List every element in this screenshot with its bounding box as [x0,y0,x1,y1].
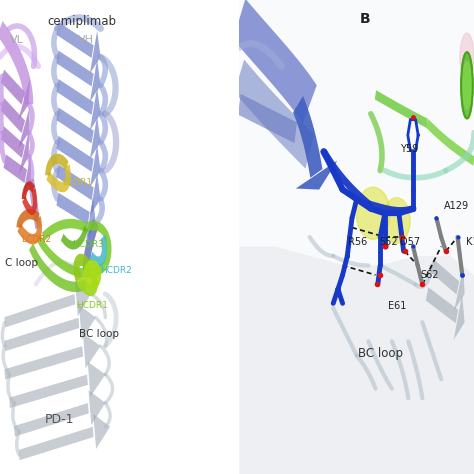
Text: C loop: C loop [5,258,38,268]
Polygon shape [22,188,37,215]
Ellipse shape [84,261,100,289]
Polygon shape [90,235,107,267]
Polygon shape [22,182,35,199]
Polygon shape [14,403,89,437]
Polygon shape [454,294,465,340]
Polygon shape [426,119,474,165]
Text: HCDR2: HCDR2 [100,266,132,274]
Polygon shape [83,219,99,270]
Text: Y59: Y59 [400,144,419,155]
Polygon shape [89,390,105,425]
Text: HCDR3: HCDR3 [72,240,104,248]
Polygon shape [239,246,474,474]
Polygon shape [239,0,474,474]
Text: LCDR1: LCDR1 [62,178,92,187]
Polygon shape [36,234,106,278]
Polygon shape [18,106,30,149]
Ellipse shape [461,52,473,118]
Polygon shape [77,266,98,296]
Ellipse shape [383,198,410,243]
Polygon shape [19,130,29,174]
Polygon shape [0,21,33,104]
Polygon shape [18,216,42,245]
Polygon shape [426,287,458,323]
Polygon shape [17,209,39,228]
Polygon shape [90,31,100,73]
Polygon shape [56,193,90,225]
Ellipse shape [460,33,474,81]
Polygon shape [42,219,87,241]
Polygon shape [19,427,93,460]
Text: BC loop: BC loop [79,329,119,339]
Polygon shape [56,22,94,58]
Polygon shape [4,294,75,328]
Polygon shape [46,164,71,192]
Polygon shape [18,78,30,120]
Text: VL: VL [10,35,24,46]
Polygon shape [79,305,96,340]
Ellipse shape [463,62,471,109]
Text: S52: S52 [380,237,398,247]
Text: VH: VH [78,35,94,46]
Polygon shape [90,116,100,159]
Text: S62: S62 [420,270,438,280]
Polygon shape [93,414,110,449]
Polygon shape [0,70,25,105]
Polygon shape [235,60,314,169]
Text: D57: D57 [400,237,420,247]
Text: BC loop: BC loop [358,346,402,360]
Polygon shape [22,154,31,200]
Text: cemiplimab: cemiplimab [47,15,116,28]
Polygon shape [454,266,465,311]
Polygon shape [75,281,91,316]
Polygon shape [73,254,93,283]
Text: B: B [360,12,371,26]
Polygon shape [233,0,317,123]
Polygon shape [293,96,322,178]
Polygon shape [430,259,459,294]
Polygon shape [86,221,111,269]
Ellipse shape [356,187,390,239]
Text: K1: K1 [466,237,474,247]
Polygon shape [90,88,100,130]
Polygon shape [9,374,88,408]
Polygon shape [86,197,96,240]
Polygon shape [88,362,105,397]
Polygon shape [45,154,69,175]
Polygon shape [56,164,94,200]
Polygon shape [4,318,79,351]
Polygon shape [56,79,94,115]
Polygon shape [28,179,41,229]
Polygon shape [56,51,94,86]
Text: R56: R56 [348,237,367,247]
Text: E61: E61 [388,301,406,311]
Polygon shape [90,173,100,216]
Polygon shape [296,161,337,190]
Text: PD-1: PD-1 [45,413,74,426]
Text: HCDR1: HCDR1 [77,301,109,310]
Text: LCDR2: LCDR2 [21,235,52,244]
Text: A129: A129 [444,201,469,211]
Polygon shape [4,346,83,380]
Polygon shape [83,333,100,368]
Polygon shape [56,136,94,172]
Polygon shape [90,59,100,102]
Polygon shape [56,108,94,143]
Polygon shape [375,90,428,128]
Polygon shape [238,94,297,143]
Polygon shape [90,145,100,187]
Polygon shape [1,126,25,158]
Polygon shape [4,155,27,183]
Polygon shape [0,98,25,133]
Polygon shape [29,243,87,292]
Polygon shape [61,226,88,249]
